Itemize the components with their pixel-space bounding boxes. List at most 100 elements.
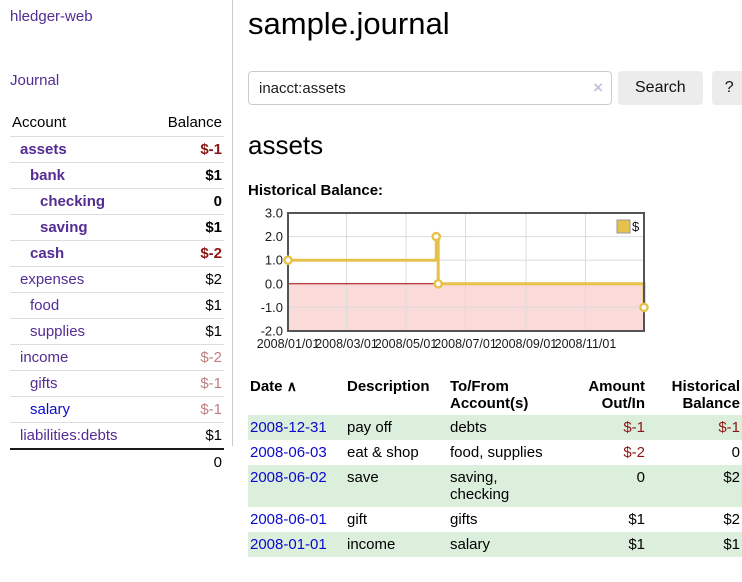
account-link[interactable]: expenses: [20, 271, 85, 288]
account-link[interactable]: salary: [30, 401, 71, 418]
register-header-row: Date ∧ Description To/From Account(s) Am…: [248, 376, 742, 415]
account-row: supplies $1: [10, 318, 224, 345]
account-heading: assets: [248, 130, 324, 160]
chart-svg: 3.0 2.0 1.0 0.0 -1.0 -2.02008/01/012008/03/01…: [257, 208, 649, 351]
account-link[interactable]: checking: [40, 193, 106, 210]
data-point[interactable]: [433, 279, 444, 289]
transaction-date-link[interactable]: 2008-12-31: [250, 419, 327, 436]
account-row: checking 0: [10, 188, 224, 215]
transaction-date-link[interactable]: 2008-06-02: [250, 469, 327, 486]
accounts-header-balance: Balance: [167, 114, 222, 131]
register-row: 2008-12-31 pay off debts $-1 $-1: [248, 415, 742, 440]
account-link[interactable]: gifts: [30, 375, 58, 392]
transaction-amount: $-2: [623, 444, 645, 461]
account-link[interactable]: bank: [30, 167, 66, 184]
register-row: 2008-01-01 income salary $1 $1: [248, 532, 742, 557]
account-row: food $1: [10, 292, 224, 319]
account-link[interactable]: food: [30, 297, 60, 314]
account-balance: $1: [148, 292, 224, 319]
search-input[interactable]: [248, 71, 612, 105]
x-tick-label: 2008/01/01: [257, 337, 320, 351]
sidebar-item-journal[interactable]: Journal: [10, 72, 60, 89]
account-link[interactable]: assets: [20, 141, 67, 158]
register-row: 2008-06-03 eat & shop food, supplies $-2…: [248, 440, 742, 465]
transaction-description: eat & shop: [347, 444, 419, 461]
account-link[interactable]: income: [20, 349, 69, 366]
account-balance: $-2: [148, 344, 224, 371]
register-header-account: To/From Account(s): [450, 378, 529, 412]
y-tick-label: 2.0: [265, 229, 283, 244]
account-row: income $-2: [10, 344, 224, 371]
plot-border: [287, 212, 645, 332]
account-balance: $-1: [148, 370, 224, 397]
transaction-date-link[interactable]: 2008-06-03: [250, 444, 327, 461]
transaction-date-link[interactable]: 2008-01-01: [250, 536, 327, 553]
register-row: 2008-06-02 save saving, checking 0 $2: [248, 465, 742, 507]
x-tick-label: 2008/09/01: [495, 337, 558, 351]
transaction-description: save: [345, 465, 448, 507]
data-point[interactable]: [639, 302, 649, 313]
y-tick-label: 0.0: [265, 276, 283, 291]
accounts-header-account: Account: [12, 114, 67, 131]
sidebar: hledger-web Journal Account Balance asse…: [0, 0, 233, 475]
transaction-date-link[interactable]: 2008-06-01: [250, 511, 327, 528]
register-row: 2008-06-01 gift gifts $1 $2: [248, 507, 742, 532]
data-point[interactable]: [283, 255, 293, 266]
transaction-amount: 0: [560, 465, 647, 507]
y-tick-label: -2.0: [261, 324, 283, 339]
register-header-amount: Amount Out/In: [588, 378, 645, 412]
x-tick-label: 2008/03/01: [315, 337, 378, 351]
x-tick-label: 2008/07/01: [434, 337, 497, 351]
transaction-accounts: food, supplies: [450, 444, 543, 461]
transaction-description: pay off: [345, 415, 448, 440]
account-balance: $1: [148, 214, 224, 241]
account-balance: $1: [148, 162, 224, 189]
account-link[interactable]: supplies: [30, 323, 86, 340]
accounts-header-row: Account Balance: [10, 111, 224, 137]
account-row: bank $1: [10, 162, 224, 189]
help-button[interactable]: ?: [711, 71, 742, 105]
account-link[interactable]: liabilities:debts: [20, 427, 118, 444]
chart-label: Historical Balance:: [248, 182, 384, 199]
account-row: liabilities:debts $1: [10, 422, 224, 449]
transaction-amount: $-1: [560, 415, 647, 440]
transaction-balance: $2: [723, 511, 740, 528]
account-row: cash $-2: [10, 240, 224, 267]
search-form: × Search ?: [248, 71, 742, 105]
account-balance: 0: [148, 188, 224, 215]
historical-balance-chart: 3.0 2.0 1.0 0.0 -1.0 -2.0 2008/01/01 2008/03/01…: [248, 208, 742, 354]
account-link[interactable]: saving: [40, 219, 88, 236]
y-tick-label: 3.0: [265, 208, 283, 221]
data-point[interactable]: [431, 231, 442, 242]
account-row: gifts $-1: [10, 370, 224, 397]
account-balance: $1: [148, 422, 224, 449]
account-balance: $-1: [148, 396, 224, 423]
y-tick-label: -1.0: [261, 300, 283, 315]
transaction-description: income: [345, 532, 448, 557]
app-title-link[interactable]: hledger-web: [10, 8, 93, 25]
transaction-accounts: gifts: [450, 511, 478, 528]
transaction-accounts: saving, checking: [448, 465, 560, 507]
search-button[interactable]: Search: [618, 71, 703, 105]
main-content: sample.journal × Search ? assets Histori…: [233, 0, 742, 582]
transaction-amount: $1: [628, 511, 645, 528]
register-header-description: Description: [347, 378, 430, 395]
account-row: salary $-1: [10, 396, 224, 423]
x-tick-label: 2008/05/01: [375, 337, 438, 351]
accounts-total-value: 0: [148, 448, 224, 475]
register-header-date[interactable]: Date ∧: [250, 378, 297, 395]
account-row: assets $-1: [10, 136, 224, 163]
register-table: Date ∧ Description To/From Account(s) Am…: [248, 376, 742, 557]
transaction-balance: 0: [731, 444, 740, 461]
register-header-balance: Historical Balance: [671, 378, 740, 412]
clear-search-icon[interactable]: ×: [593, 78, 603, 97]
account-link[interactable]: cash: [30, 245, 65, 262]
account-balance: $-2: [148, 240, 224, 267]
page-title: sample.journal: [248, 6, 450, 41]
account-row: expenses $2: [10, 266, 224, 293]
accounts-total-row: 0: [10, 448, 224, 475]
x-tick-label: 2008/11/01: [555, 337, 617, 351]
account-balance: $1: [148, 318, 224, 345]
accounts-table: Account Balance assets $-1 bank $1 check…: [10, 111, 224, 475]
account-row: saving $1: [10, 214, 224, 241]
